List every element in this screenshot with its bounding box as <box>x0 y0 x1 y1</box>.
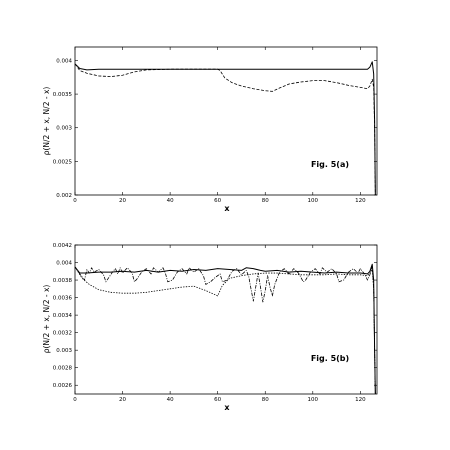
series-line-dash-dot <box>74 265 376 395</box>
x-axis-label: x <box>224 403 230 412</box>
y-tick-label: 0.0032 <box>53 331 72 337</box>
y-tick-label: 0.002 <box>56 193 72 199</box>
x-tick-label: 100 <box>308 198 319 204</box>
x-tick-label: 40 <box>167 397 174 403</box>
x-tick-label: 80 <box>262 198 269 204</box>
series-line-solid <box>74 263 376 395</box>
y-tick-label: 0.0038 <box>53 278 73 284</box>
plot-frame <box>74 46 378 196</box>
y-tick-label: 0.0028 <box>53 366 73 372</box>
x-tick-label: 40 <box>167 198 174 204</box>
x-tick-label: 60 <box>214 198 221 204</box>
x-tick-label: 100 <box>308 397 319 403</box>
panel-a: 0 20 40 60 80 100 120 0.002 0.0025 0.003 0.0035 0.0… <box>42 46 378 213</box>
x-tick-label: 20 <box>119 397 126 403</box>
y-tick-label: 0.0036 <box>53 296 73 302</box>
x-tick-label: 20 <box>119 198 126 204</box>
x-tick-label: 80 <box>262 397 269 403</box>
figure-annotation: Fig. 5(b) <box>311 354 349 363</box>
x-tick-label: 120 <box>355 397 366 403</box>
y-tick-label: 0.0026 <box>53 383 73 389</box>
y-tick-label: 0.0034 <box>53 313 73 319</box>
y-tick-label: 0.0042 <box>53 243 72 249</box>
series-line-dashed <box>74 63 376 196</box>
y-axis-label: ρ(N/2 + x, N/2 - x) <box>42 285 51 354</box>
x-tick-label: 60 <box>214 397 221 403</box>
x-axis-label: x <box>224 204 230 213</box>
y-tick-label: 0.004 <box>56 261 72 267</box>
y-tick-label: 0.004 <box>56 58 72 64</box>
y-tick-label: 0.003 <box>56 348 72 354</box>
panel-b: 0 20 40 60 80 100 120 0.0026 0.0028 0.003 0.0032 0.… <box>42 243 378 412</box>
x-tick-label: 0 <box>73 397 77 403</box>
plot-frame <box>74 244 378 395</box>
y-tick-label: 0.003 <box>56 126 72 132</box>
y-tick-label: 0.0025 <box>53 159 73 165</box>
figure-annotation: Fig. 5(a) <box>311 160 349 169</box>
y-axis-label: ρ(N/2 + x, N/2 - x) <box>42 87 51 156</box>
series-line-dotted <box>74 266 376 395</box>
x-tick-label: 0 <box>73 198 77 204</box>
series-line-solid <box>74 61 376 196</box>
x-tick-label: 120 <box>355 198 366 204</box>
y-tick-label: 0.0035 <box>53 92 73 98</box>
